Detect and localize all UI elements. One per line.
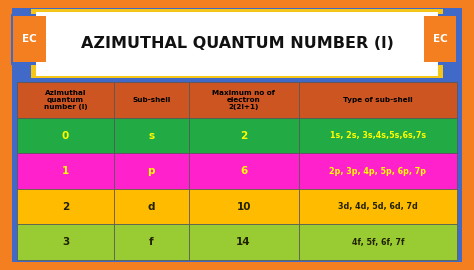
Text: 0: 0: [62, 131, 69, 141]
Text: 6: 6: [240, 166, 247, 176]
Text: s: s: [148, 131, 155, 141]
Bar: [299, 82, 457, 118]
Text: d: d: [147, 201, 155, 211]
Text: Maximum no of
electron
2(2l+1): Maximum no of electron 2(2l+1): [212, 90, 275, 110]
Bar: [36, 12, 438, 76]
Text: 1s, 2s, 3s,4s,5s,6s,7s: 1s, 2s, 3s,4s,5s,6s,7s: [330, 131, 426, 140]
Text: Type of sub-shell: Type of sub-shell: [343, 97, 412, 103]
Text: 1: 1: [62, 166, 69, 176]
Text: Sub-shell: Sub-shell: [132, 97, 170, 103]
Bar: [114, 82, 189, 118]
Bar: [17, 189, 114, 224]
Bar: [189, 82, 299, 118]
Text: 2: 2: [62, 201, 69, 211]
Bar: [31, 9, 443, 78]
Bar: [13, 16, 46, 62]
Bar: [299, 189, 457, 224]
Bar: [189, 224, 299, 260]
Bar: [299, 224, 457, 260]
Text: 3d, 4d, 5d, 6d, 7d: 3d, 4d, 5d, 6d, 7d: [338, 202, 418, 211]
Text: 14: 14: [236, 237, 251, 247]
Bar: [114, 224, 189, 260]
Bar: [17, 82, 114, 118]
Text: Azimuthal
quantum
number (l): Azimuthal quantum number (l): [44, 90, 87, 110]
Text: 2: 2: [240, 131, 247, 141]
Text: EC: EC: [22, 34, 37, 44]
Bar: [189, 153, 299, 189]
Bar: [114, 153, 189, 189]
Text: f: f: [149, 237, 154, 247]
Bar: [11, 14, 48, 65]
Text: 10: 10: [237, 201, 251, 211]
Bar: [189, 189, 299, 224]
Text: 3: 3: [62, 237, 69, 247]
Bar: [17, 118, 114, 153]
Bar: [299, 118, 457, 153]
Bar: [422, 14, 459, 65]
Text: EC: EC: [433, 34, 448, 44]
Text: 4f, 5f, 6f, 7f: 4f, 5f, 6f, 7f: [352, 238, 404, 247]
Bar: [17, 153, 114, 189]
Text: AZIMUTHAL QUANTUM NUMBER (l): AZIMUTHAL QUANTUM NUMBER (l): [81, 36, 393, 51]
Bar: [17, 224, 114, 260]
Bar: [189, 118, 299, 153]
Bar: [424, 16, 456, 62]
Text: 2p, 3p, 4p, 5p, 6p, 7p: 2p, 3p, 4p, 5p, 6p, 7p: [329, 167, 426, 176]
Bar: [299, 153, 457, 189]
Bar: [114, 189, 189, 224]
Bar: [114, 118, 189, 153]
Text: p: p: [147, 166, 155, 176]
